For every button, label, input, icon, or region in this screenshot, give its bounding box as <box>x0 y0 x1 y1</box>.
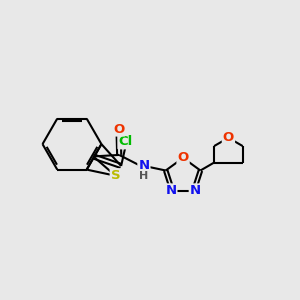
Text: N: N <box>190 184 201 197</box>
Text: O: O <box>178 152 189 164</box>
Text: N: N <box>165 184 176 197</box>
Text: Cl: Cl <box>118 135 133 148</box>
Text: N: N <box>138 159 149 172</box>
Text: H: H <box>139 171 148 181</box>
Text: S: S <box>111 169 120 182</box>
Text: O: O <box>113 122 124 136</box>
Text: O: O <box>223 131 234 144</box>
